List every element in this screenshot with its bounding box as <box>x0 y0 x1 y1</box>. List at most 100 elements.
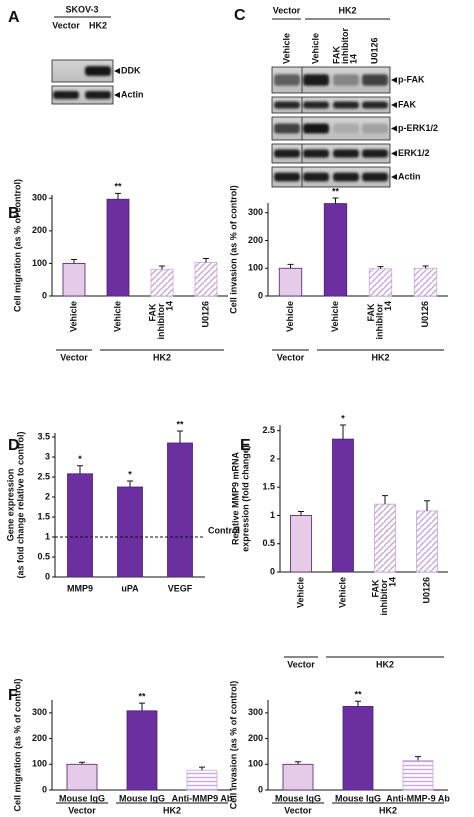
y-axis-label: expression (fold change) <box>240 445 250 552</box>
bar <box>282 763 314 791</box>
blot-row <box>271 166 391 188</box>
bar <box>150 268 174 297</box>
x-tick-label: uPA <box>121 583 139 593</box>
group-label: Vector <box>277 352 305 362</box>
blot-band <box>303 123 329 134</box>
error-bar <box>203 258 209 263</box>
error-bar <box>115 192 121 200</box>
bar <box>332 438 354 573</box>
group-label: HK2 <box>376 659 394 669</box>
bar <box>368 268 393 297</box>
row-label: FAK <box>398 99 417 109</box>
x-tick-label: VEGF <box>168 583 193 593</box>
y-tick-label: 1 <box>270 510 275 520</box>
blot-band <box>274 123 300 134</box>
bar <box>194 262 218 297</box>
arrow <box>391 102 397 108</box>
x-tick-label: Vehicle <box>112 301 122 332</box>
error-bar <box>71 259 77 264</box>
significance: ** <box>114 182 122 192</box>
arrow <box>391 150 397 157</box>
error-bar <box>382 495 388 505</box>
blot-band <box>53 91 79 99</box>
x-tick-label: Mouse IgG <box>335 793 381 803</box>
x-tick-label: Vehicle <box>285 301 295 332</box>
y-tick-label: 2.5 <box>262 425 275 435</box>
bar <box>126 710 158 791</box>
y-axis-label: Gene expression <box>5 469 15 542</box>
bar <box>106 198 130 297</box>
bar <box>66 763 98 791</box>
group-label: Vector <box>284 805 312 815</box>
arrow <box>391 174 397 180</box>
y-tick-label: 0 <box>45 571 50 581</box>
bar <box>416 510 438 573</box>
x-tick-label: Anti-MMP9 Ab <box>172 793 233 803</box>
y-axis-label: Relative MMP9 mRNA <box>230 451 240 545</box>
row-label: Actin <box>121 89 144 99</box>
blot-box <box>271 116 391 141</box>
x-tick-label: Vehicle <box>337 577 347 608</box>
error-bar <box>355 700 361 707</box>
bar <box>413 267 438 297</box>
y-tick-label: 0 <box>258 784 263 794</box>
bar <box>167 442 193 578</box>
y-tick-label: 100 <box>32 759 47 769</box>
bar <box>402 760 434 791</box>
significance: * <box>341 413 345 423</box>
error-bar <box>424 500 430 511</box>
significance: * <box>128 469 132 479</box>
error-bar <box>177 430 183 443</box>
blot-band <box>333 172 359 182</box>
blot-band <box>274 172 300 182</box>
blot-band <box>333 149 359 158</box>
significance: ** <box>354 690 362 700</box>
y-tick-label: 200 <box>248 235 263 245</box>
lane-label: HK2 <box>89 20 107 30</box>
blot-band <box>333 74 359 86</box>
x-tick-label: Vehicle <box>330 301 340 332</box>
error-bar <box>159 265 165 270</box>
bar <box>186 769 218 791</box>
significance: * <box>78 454 82 464</box>
y-tick-label: 1 <box>45 531 50 541</box>
error-bar <box>340 424 346 440</box>
y-axis-label: Cell migration (as % of control) <box>12 678 22 811</box>
row-label: p-FAK <box>398 74 425 84</box>
x-tick-label: Vehicle <box>295 577 305 608</box>
group-label: Vector <box>273 5 301 15</box>
x-tick-label: U0126 <box>421 577 431 604</box>
blot-header: SKOV-3 <box>65 4 98 14</box>
x-tick-label: U0126 <box>200 301 210 328</box>
panel-letter: A <box>8 9 20 26</box>
group-label: HK2 <box>371 352 389 362</box>
error-bar <box>127 480 133 487</box>
error-bar <box>377 266 384 269</box>
blot-box <box>51 85 114 105</box>
blot-band <box>85 66 111 76</box>
bar <box>290 515 312 573</box>
group-label: HK2 <box>163 805 181 815</box>
y-tick-label: 0 <box>42 784 47 794</box>
panel-letter: F <box>8 687 18 704</box>
x-tick-label: Mouse IgG <box>59 793 105 803</box>
row-label: DDK <box>121 65 141 75</box>
y-axis-label: Cell migration (as % of control) <box>12 179 22 312</box>
bar <box>278 267 303 297</box>
group-label: HK2 <box>379 805 397 815</box>
group-label: HK2 <box>338 5 356 15</box>
arrow <box>114 92 120 98</box>
lane-label: FAK inhibitor 14 <box>332 26 359 65</box>
y-axis-label: Cell invasion (as % of control) <box>228 681 238 810</box>
blot-row <box>271 96 391 114</box>
blot-row <box>271 143 391 164</box>
blot-band <box>274 74 300 86</box>
blot-band <box>362 101 388 109</box>
blot-row <box>271 66 391 94</box>
group-label: HK2 <box>153 352 171 362</box>
error-bar <box>79 761 85 765</box>
y-tick-label: 300 <box>248 707 263 717</box>
blot-row <box>51 85 114 105</box>
blot-row <box>51 59 114 83</box>
y-tick-label: 2 <box>45 491 50 501</box>
